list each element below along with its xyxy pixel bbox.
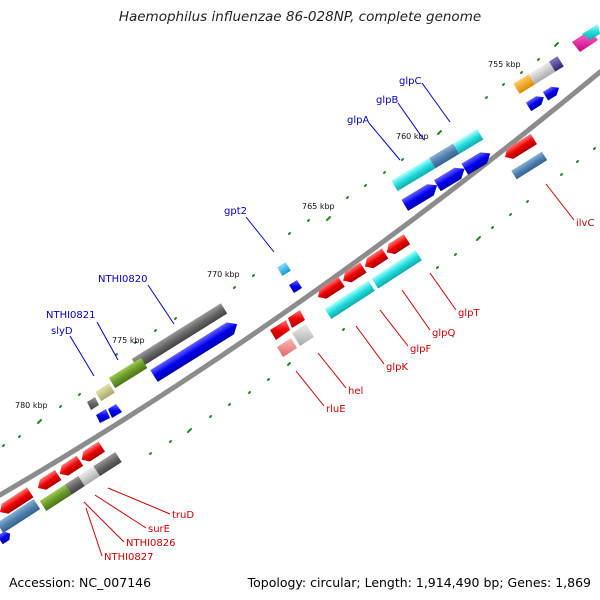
scale-labels: 755 kbp 760 kbp 765 kbp 770 kbp 775 kbp … [15,60,521,410]
gene-glpQ-block[interactable] [371,250,422,289]
gene-label-glpT[interactable]: glpT [458,308,480,319]
gene-labels-forward: glpC glpB glpA gpt2 NTHI0820 NTHI0821 sl… [46,76,421,337]
gene-label-NTHI0826[interactable]: NTHI0826 [126,538,176,549]
gene-label-NTHI0821[interactable]: NTHI0821 [46,310,96,321]
gene-label-slyD[interactable]: slyD [51,326,73,337]
gene-label-truD[interactable]: truD [172,510,194,521]
gene-truD-lightblock[interactable] [78,466,100,486]
gene-NTHI0826-arrow[interactable] [35,469,62,493]
gene-gpt2-arrow[interactable] [289,280,302,293]
gene-NTHI0821-block[interactable] [108,357,148,389]
scale-label-755: 755 kbp [488,60,521,69]
gene-small-arrow-780[interactable] [108,404,122,418]
map-title: Haemophilus influenzae 86-028NP, complet… [118,9,482,25]
scale-label-765: 765 kbp [302,202,335,211]
gene-steelblue-edge[interactable] [0,499,41,534]
gene-blue-arrow-edge[interactable] [0,529,13,545]
gene-arrow-755a[interactable] [525,93,547,112]
gene-ilvC-block[interactable] [511,151,548,180]
gene-truD-block[interactable] [93,451,122,477]
leader-lines-forward [69,82,451,377]
gene-glpC-arrow[interactable] [461,148,493,175]
gene-slyD-arrow[interactable] [96,409,110,423]
gene-glpK-block[interactable] [324,280,375,320]
accession-text: Accession: NC_007146 [9,575,152,590]
gene-label-NTHI0820[interactable]: NTHI0820 [98,274,148,285]
gene-glpB-arrow[interactable] [433,164,468,192]
gene-glpA-block[interactable] [391,158,436,192]
genome-summary-text: Topology: circular; Length: 1,914,490 bp… [247,575,591,590]
scale-ticks [2,42,596,455]
gene-glpQ-arrow[interactable] [362,248,389,271]
gene-gpt2-block[interactable] [277,262,291,276]
gene-navy-block[interactable] [548,56,564,72]
gene-hel-lightgray[interactable] [292,324,314,346]
gene-glpK-arrow[interactable] [315,276,345,302]
reverse-strand-genes [0,133,548,545]
gene-rluE-block[interactable] [277,338,297,357]
gene-truD-arrow[interactable] [78,441,106,465]
gene-surE-arrow[interactable] [57,455,84,479]
scale-label-780: 780 kbp [15,401,48,410]
gene-label-rluE[interactable]: rluE [326,404,346,415]
gene-hel-arrow-b[interactable] [288,310,305,328]
gene-label-hel[interactable]: hel [348,386,363,397]
scale-label-760: 760 kbp [396,132,429,141]
gene-glpT-arrow[interactable] [384,234,411,257]
gene-label-ilvC[interactable]: ilvC [576,218,594,229]
gene-label-gpt2[interactable]: gpt2 [224,206,247,217]
gene-NTHI0820-arrow[interactable] [150,318,241,382]
gene-slyD-block[interactable] [95,383,115,402]
genome-backbone [0,69,600,498]
gene-label-glpQ[interactable]: glpQ [432,328,455,339]
leader-lines-reverse [83,183,575,557]
gene-surE-block[interactable] [64,475,85,495]
gene-ilvC-arrow[interactable] [502,133,538,162]
gene-glpC-block[interactable] [453,129,484,154]
gene-lightgray-block[interactable] [528,61,556,85]
forward-strand-genes [87,24,600,423]
gene-glpF-arrow[interactable] [340,262,367,286]
gene-label-NTHI0827[interactable]: NTHI0827 [104,552,154,563]
gene-glpB-block[interactable] [429,143,460,169]
gene-slyD-gray[interactable] [87,397,99,410]
gene-hel-arrow[interactable] [270,320,290,340]
gene-label-glpC[interactable]: glpC [399,76,421,87]
gene-label-glpA[interactable]: glpA [347,115,369,126]
gene-glpA-arrow[interactable] [401,180,440,211]
gene-label-glpB[interactable]: glpB [376,95,398,106]
gene-orange-block[interactable] [513,74,535,94]
gene-NTHI0827-block[interactable] [39,484,72,512]
gene-NTHI0820-block[interactable] [131,303,228,370]
scale-label-775: 775 kbp [112,336,145,345]
gene-label-surE[interactable]: surE [148,524,170,535]
gene-label-glpK[interactable]: glpK [386,362,408,373]
gene-label-glpF[interactable]: glpF [410,344,431,355]
gene-red-arrow-edge[interactable] [0,487,34,517]
gene-labels-reverse: ilvC glpT glpQ glpF glpK hel rluE truD s… [104,218,594,563]
gene-cyan-edge[interactable] [582,24,600,40]
gene-arrow-755b[interactable] [542,84,562,101]
scale-label-770: 770 kbp [207,270,240,279]
